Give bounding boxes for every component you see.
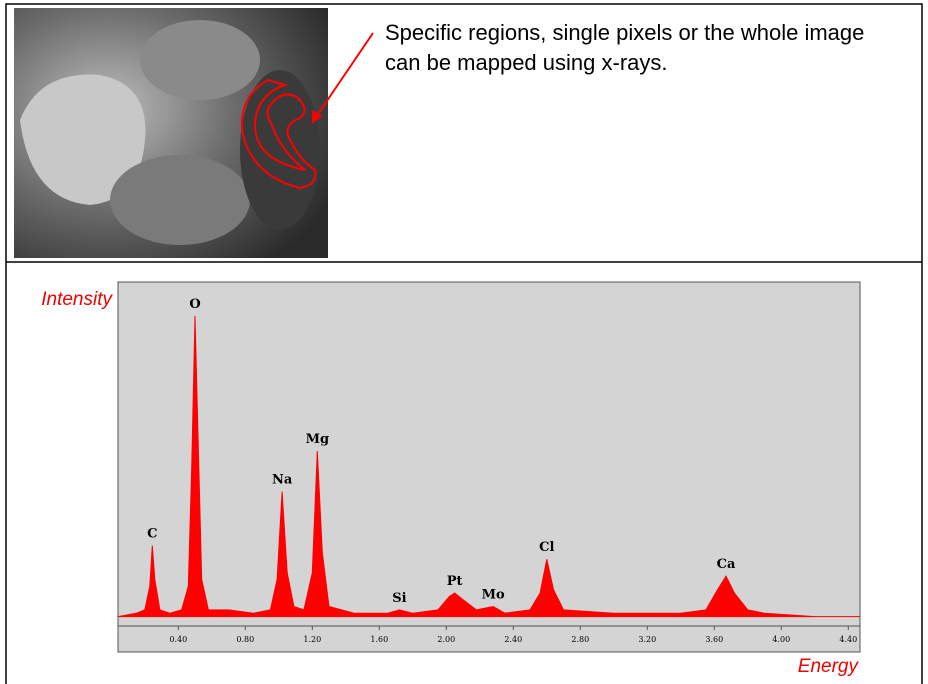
peak-label: O (189, 297, 200, 312)
spectrum (117, 315, 860, 618)
peak-label: Ca (717, 557, 736, 572)
plot-area (117, 281, 861, 627)
x-tick-label: 4.00 (772, 635, 790, 644)
frame (5, 3, 923, 684)
caption: Specific regions, single pixels or the w… (385, 20, 864, 75)
arrow-head (312, 110, 322, 124)
peak-label: Mg (306, 432, 329, 447)
peak-label: C (147, 527, 157, 542)
x-tick-label: 1.60 (370, 635, 388, 644)
peak-label: Si (392, 591, 406, 606)
x-axis-strip (117, 625, 861, 653)
x-tick-label: 2.40 (504, 635, 522, 644)
x-tick-label: 4.40 (839, 635, 857, 644)
peak-label: Mo (482, 587, 505, 602)
x-tick-label: 2.80 (571, 635, 589, 644)
arrow (315, 32, 374, 118)
peak-label: Cl (539, 540, 554, 555)
x-tick-label: 1.20 (303, 635, 321, 644)
x-tick-label: 0.40 (169, 635, 187, 644)
x-axis-label: Energy (798, 656, 860, 677)
sem-image (14, 8, 328, 258)
peak-label: Na (272, 473, 293, 488)
x-tick-label: 3.60 (705, 635, 723, 644)
peak-label: Pt (447, 574, 463, 589)
x-tick-label: 3.20 (638, 635, 656, 644)
x-tick-label: 2.00 (437, 635, 455, 644)
y-axis-label: Intensity (41, 289, 113, 310)
x-tick-label: 0.80 (236, 635, 254, 644)
